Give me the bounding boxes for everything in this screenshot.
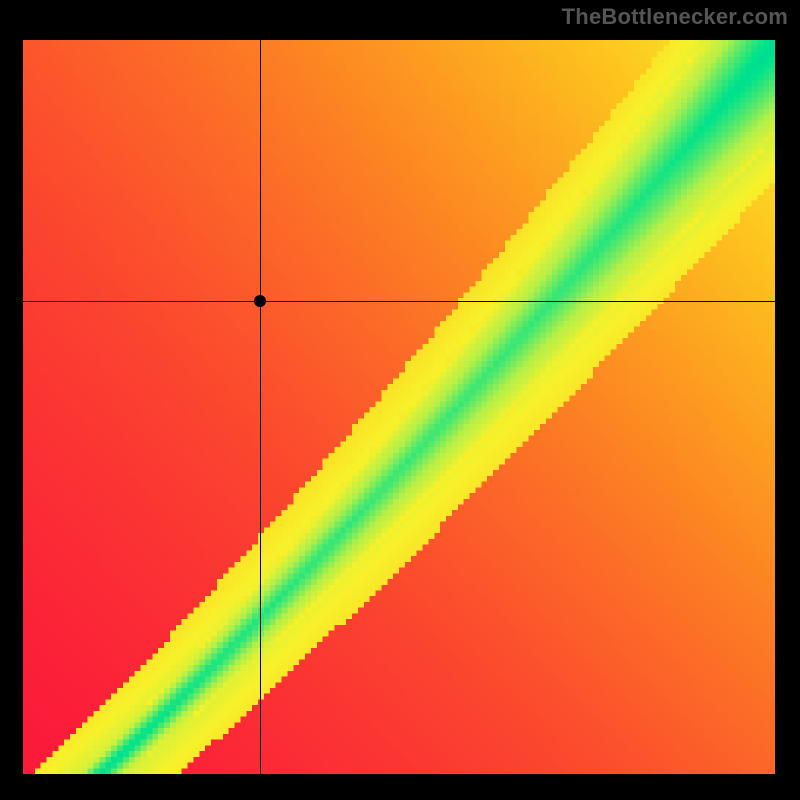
- crosshair-vertical: [260, 40, 261, 774]
- watermark-text: TheBottlenecker.com: [562, 4, 788, 30]
- crosshair-horizontal: [23, 301, 775, 302]
- plot-border: [20, 37, 778, 777]
- crosshair-marker: [254, 295, 266, 307]
- chart-container: { "watermark": { "text": "TheBottlenecke…: [0, 0, 800, 800]
